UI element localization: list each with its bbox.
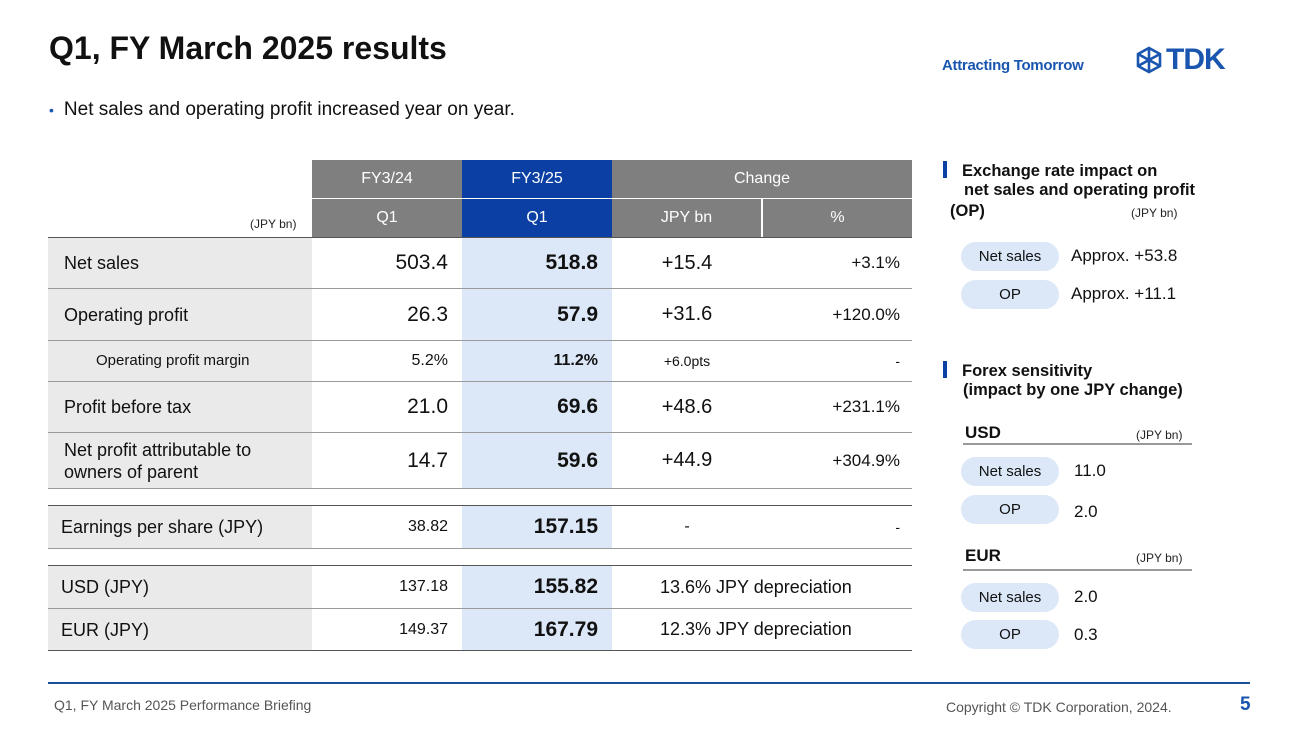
row-label-net-profit-line1: Net profit attributable to (64, 439, 252, 460)
cell-usd-change-note: 13.6% JPY depreciation (660, 576, 852, 597)
usd-net-sales-value: 11.0 (1074, 461, 1106, 480)
footer-title: Q1, FY March 2025 Performance Briefing (54, 697, 312, 713)
cell-op-fy24: 26.3 (407, 302, 448, 326)
summary-text: Net sales and operating profit increased… (63, 99, 515, 120)
cell-usd-fy25: 155.82 (462, 566, 612, 608)
usd-op-pill: OP (961, 495, 1059, 524)
table-divider (48, 381, 912, 382)
usd-label: USD (965, 423, 1001, 442)
table-divider (48, 432, 912, 433)
eur-op-value: 0.3 (1074, 625, 1098, 644)
section-marker (943, 161, 947, 178)
row-label-op-margin: Operating profit margin (48, 341, 312, 381)
footer-copyright: Copyright © TDK Corporation, 2024. (946, 699, 1172, 715)
exchange-impact-net-sales-pill: Net sales (961, 242, 1059, 271)
usd-unit: (JPY bn) (1136, 428, 1183, 442)
tdk-logo-text: TDK (1166, 43, 1226, 76)
header-q1-fy24: Q1 (312, 199, 462, 237)
cell-pbt-fy24: 21.0 (407, 395, 448, 418)
table-divider (48, 608, 912, 609)
cell-margin-fy24: 5.2% (411, 352, 448, 369)
cell-margin-fy25: 11.2% (462, 341, 612, 381)
header-change: Change (612, 160, 912, 198)
cell-op-change: +31.6 (661, 303, 713, 325)
usd-divider (963, 443, 1192, 445)
exchange-impact-net-sales-value: Approx. +53.8 (1071, 246, 1178, 265)
header-fy24: FY3/24 (312, 160, 462, 198)
row-label-profit-before-tax: Profit before tax (48, 382, 312, 432)
row-label-usd: USD (JPY) (48, 566, 312, 608)
cell-eps-pct: - (895, 519, 900, 535)
tdk-logo: TDK (1134, 43, 1226, 76)
section-marker (943, 361, 947, 378)
row-label-eps: Earnings per share (JPY) (48, 506, 312, 548)
cell-net-sales-fy24: 503.4 (395, 251, 448, 274)
brand-tagline: Attracting Tomorrow (942, 57, 1084, 74)
cell-pbt-pct: +231.1% (832, 397, 900, 416)
header-jpy-bn: JPY bn (612, 199, 761, 237)
page-number: 5 (1240, 694, 1251, 715)
cell-np-change: +44.9 (661, 449, 713, 471)
table-divider (48, 340, 912, 341)
forex-sensitivity-heading-2: (impact by one JPY change) (963, 381, 1183, 399)
cell-net-sales-fy25: 518.8 (462, 238, 612, 288)
table-unit: (JPY bn) (250, 217, 297, 231)
header-fy25: FY3/25 (462, 160, 612, 198)
usd-op-value: 2.0 (1074, 502, 1098, 521)
summary-bullet: • Net sales and operating profit increase… (49, 99, 515, 121)
cell-np-fy25: 59.6 (462, 433, 612, 488)
bullet-dot-icon: • (49, 102, 54, 118)
cell-eur-fy25: 167.79 (462, 609, 612, 650)
exchange-impact-unit: (JPY bn) (1131, 206, 1178, 220)
cell-eps-change: - (684, 518, 690, 535)
eur-label: EUR (965, 546, 1001, 565)
cell-op-pct: +120.0% (832, 304, 900, 324)
tdk-logo-icon (1136, 46, 1162, 74)
table-divider (48, 548, 912, 549)
header-q1-fy25: Q1 (462, 199, 612, 237)
row-label-eur: EUR (JPY) (48, 609, 312, 650)
eur-divider (963, 569, 1192, 571)
exchange-impact-op-pill: OP (961, 280, 1059, 309)
exchange-impact-heading-3: (OP) (950, 202, 985, 220)
row-label-operating-profit: Operating profit (48, 289, 312, 340)
table-divider (48, 488, 912, 489)
exchange-impact-heading-2: net sales and operating profit (964, 181, 1196, 199)
footer-rule (48, 682, 1250, 684)
cell-usd-fy24: 137.18 (399, 578, 448, 595)
page-title: Q1, FY March 2025 results (49, 30, 447, 66)
table-divider (48, 565, 912, 566)
cell-np-pct: +304.9% (832, 450, 900, 470)
forex-sensitivity-heading-1: Forex sensitivity (962, 362, 1093, 380)
cell-eps-fy24: 38.82 (407, 518, 448, 535)
header-pct: % (763, 199, 912, 237)
table-divider (48, 650, 912, 651)
eur-net-sales-value: 2.0 (1074, 587, 1098, 606)
row-label-net-profit-line2: owners of parent (64, 461, 199, 482)
eur-unit: (JPY bn) (1136, 551, 1183, 565)
table-divider (48, 288, 912, 289)
cell-pbt-fy25: 69.6 (462, 382, 612, 432)
eur-net-sales-pill: Net sales (961, 583, 1059, 612)
table-divider (48, 237, 912, 238)
cell-margin-change: +6.0pts (663, 353, 711, 369)
usd-net-sales-pill: Net sales (961, 457, 1059, 486)
eur-op-pill: OP (961, 620, 1059, 649)
cell-eur-fy24: 149.37 (399, 620, 448, 638)
exchange-impact-op-value: Approx. +11.1 (1071, 284, 1177, 303)
cell-net-sales-pct: +3.1% (851, 253, 900, 272)
table-divider (48, 505, 912, 506)
exchange-impact-heading-1: Exchange rate impact on (962, 162, 1158, 180)
cell-eps-fy25: 157.15 (462, 506, 612, 548)
cell-net-sales-change: +15.4 (661, 251, 713, 274)
cell-op-fy25: 57.9 (462, 289, 612, 340)
cell-np-fy24: 14.7 (407, 448, 448, 472)
cell-eur-change-note: 12.3% JPY depreciation (660, 619, 852, 639)
cell-margin-pct: - (895, 353, 900, 369)
row-label-net-sales: Net sales (48, 238, 312, 288)
row-label-net-profit: Net profit attributable to owners of par… (48, 433, 312, 488)
cell-pbt-change: +48.6 (661, 395, 713, 418)
